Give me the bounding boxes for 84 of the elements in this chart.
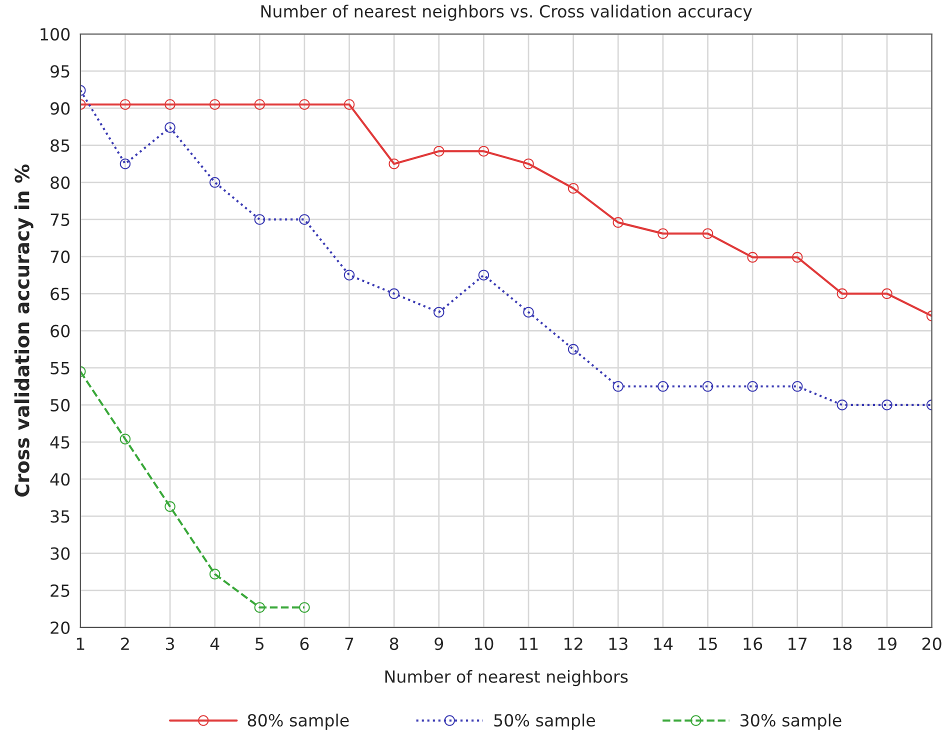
y-tick-label: 55	[50, 362, 70, 374]
point	[523, 158, 534, 170]
point	[612, 217, 624, 228]
x-tick-label: 10	[474, 637, 494, 650]
point	[568, 344, 579, 355]
y-tick-label: 70	[50, 250, 70, 264]
x-tick-label: 11	[520, 638, 538, 650]
point	[612, 381, 624, 392]
x-tick-label: 17	[788, 638, 807, 650]
point	[388, 158, 400, 170]
point	[882, 400, 892, 410]
point	[792, 381, 803, 392]
point	[658, 228, 668, 239]
y-tick-label: 90	[50, 102, 70, 115]
y-tick-label: 85	[50, 139, 70, 152]
point	[120, 434, 131, 444]
x-tick-label: 19	[878, 637, 896, 650]
point	[299, 602, 310, 613]
x-tick-label: 18	[833, 637, 852, 650]
point	[254, 214, 266, 225]
point	[344, 270, 355, 280]
x-tick-label: 14	[654, 638, 673, 650]
point	[388, 288, 400, 300]
point	[254, 99, 266, 110]
legend-label: 50% sample	[494, 714, 596, 730]
x-tick-label: 12	[564, 637, 582, 650]
point	[344, 99, 355, 110]
x-tick-label: 16	[744, 637, 762, 650]
y-tick-label: 25	[50, 584, 70, 597]
point	[702, 228, 714, 239]
point	[568, 182, 579, 194]
point	[523, 306, 534, 318]
point	[792, 252, 803, 263]
point	[434, 146, 444, 157]
point	[209, 568, 220, 580]
legend-label: 30% sample	[740, 714, 842, 730]
point	[299, 99, 310, 110]
point	[164, 99, 176, 110]
point	[120, 158, 131, 170]
x-tick-label: 4	[210, 638, 220, 650]
x-tick-label: 7	[345, 638, 354, 650]
point	[209, 99, 220, 110]
x-tick-label: 9	[434, 637, 444, 650]
y-tick-label: 50	[50, 398, 70, 412]
x-tick-label: 3	[166, 637, 174, 650]
y-tick-label: 35	[50, 510, 70, 523]
y-axis-title: Cross validation accuracy in %	[14, 164, 34, 497]
point	[702, 381, 714, 392]
y-tick-label: 30	[50, 547, 70, 560]
point	[299, 214, 310, 225]
x-tick-label: 6	[300, 637, 309, 650]
x-tick-label: 2	[121, 637, 129, 650]
point	[747, 252, 758, 263]
x-tick-label: 8	[390, 637, 398, 650]
y-tick-label: 20	[50, 621, 70, 634]
point	[164, 122, 176, 133]
y-tick-label: 80	[50, 176, 70, 189]
chart-title: Number of nearest neighbors vs. Cross validation accuracy	[261, 4, 752, 21]
point	[164, 501, 176, 512]
point	[836, 288, 848, 300]
point	[836, 400, 848, 410]
point	[882, 288, 892, 300]
y-tick-label: 95	[50, 65, 70, 78]
x-tick-label: 15	[698, 638, 717, 650]
point	[254, 602, 266, 613]
x-tick-label: 1	[76, 638, 84, 650]
point	[209, 177, 220, 188]
y-tick-label: 40	[50, 473, 70, 486]
point	[434, 306, 444, 318]
point	[478, 270, 490, 280]
legend-label: 80% sample	[248, 714, 349, 730]
point	[747, 381, 758, 392]
point	[478, 146, 490, 157]
y-tick-label: 60	[50, 324, 70, 338]
x-axis-title: Number of nearest neighbors	[385, 670, 628, 686]
x-tick-label: 13	[609, 637, 628, 650]
point	[120, 99, 131, 110]
x-tick-label: 20	[922, 637, 942, 650]
y-tick-label: 45	[50, 436, 70, 449]
x-tick-label: 5	[256, 638, 264, 650]
y-tick-label: 100	[40, 28, 70, 41]
y-tick-label: 75	[50, 214, 70, 226]
y-tick-label: 65	[50, 288, 70, 300]
point	[658, 381, 668, 392]
